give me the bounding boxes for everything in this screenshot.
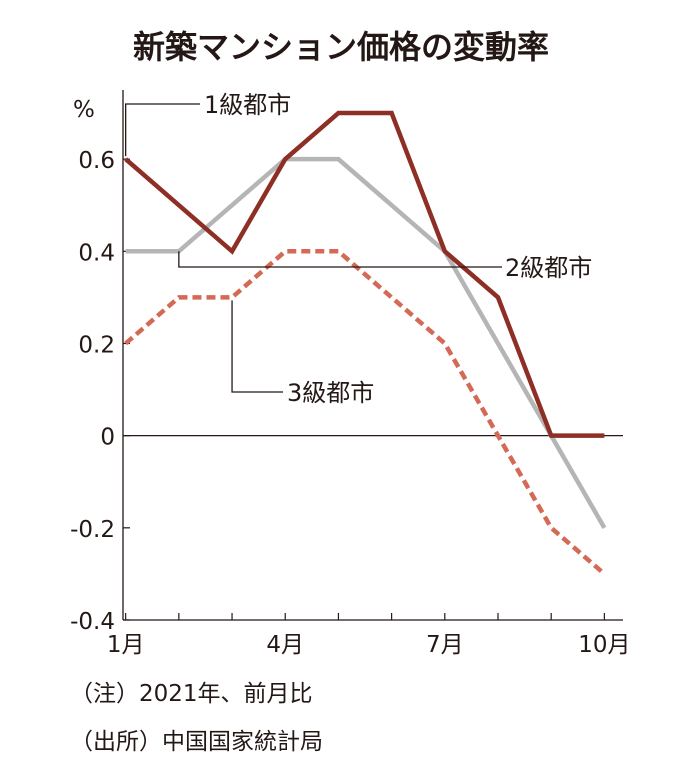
y-tick-label: 0.4	[78, 240, 115, 266]
chart-title: 新築マンション価格の変動率	[133, 28, 549, 66]
y-tick-label: -0.4	[70, 609, 115, 635]
series-label-3-leader	[231, 300, 283, 393]
series-line-1	[124, 110, 605, 438]
series-label-1: 1級都市	[204, 91, 291, 119]
chart-source-note: （出所）中国国家統計局	[70, 729, 323, 755]
y-unit-label: %	[73, 97, 95, 123]
series-line-2	[125, 156, 607, 529]
y-tick-label: 0.6	[78, 148, 115, 174]
series-label-3: 3級都市	[287, 379, 374, 407]
x-tick-label: 7月	[426, 632, 464, 658]
y-tick-label: 0	[100, 425, 115, 451]
x-tick-label: 1月	[107, 632, 145, 658]
series-lines	[124, 110, 607, 576]
x-tick-label: 10月	[578, 632, 630, 658]
y-tick-label: 0.2	[78, 332, 115, 358]
y-tick-label: -0.2	[70, 517, 115, 543]
axes: 0.6 0.4 0.2 0 -0.2 -0.41月 4月 7月 10月	[70, 90, 631, 658]
series-line-3	[124, 249, 606, 576]
series-label-2-leader	[178, 251, 502, 268]
series-label-2: 2級都市	[505, 254, 592, 282]
series-labels: 1級都市 2級都市 3級都市	[125, 91, 592, 407]
series-label-1-leader	[125, 103, 200, 157]
x-tick-label: 4月	[266, 632, 304, 658]
chart-note: （注）2021年、前月比	[70, 681, 313, 707]
